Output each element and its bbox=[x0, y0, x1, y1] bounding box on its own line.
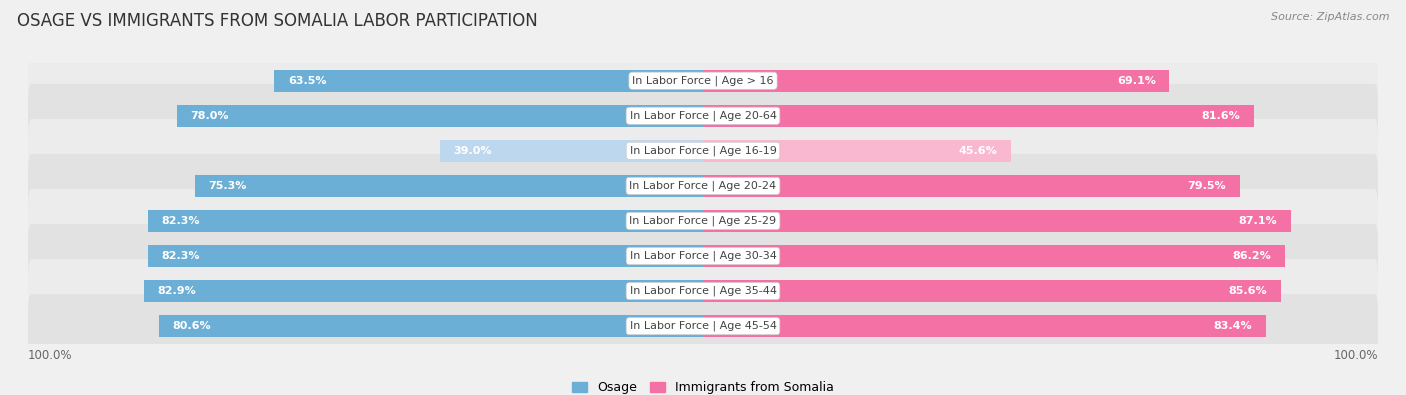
Text: In Labor Force | Age > 16: In Labor Force | Age > 16 bbox=[633, 75, 773, 86]
Bar bbox=[703, 210, 1291, 232]
Text: 45.6%: 45.6% bbox=[959, 146, 997, 156]
Bar bbox=[148, 210, 703, 232]
Bar bbox=[159, 315, 703, 337]
FancyBboxPatch shape bbox=[28, 259, 1378, 323]
Bar bbox=[195, 175, 703, 197]
Text: In Labor Force | Age 20-24: In Labor Force | Age 20-24 bbox=[630, 181, 776, 191]
Bar bbox=[440, 140, 703, 162]
Text: 79.5%: 79.5% bbox=[1188, 181, 1226, 191]
Text: 83.4%: 83.4% bbox=[1213, 321, 1253, 331]
Text: 100.0%: 100.0% bbox=[1333, 350, 1378, 363]
Text: 100.0%: 100.0% bbox=[28, 350, 73, 363]
Bar bbox=[148, 245, 703, 267]
Bar bbox=[143, 280, 703, 302]
FancyBboxPatch shape bbox=[28, 224, 1378, 288]
Bar bbox=[703, 140, 1011, 162]
Text: 39.0%: 39.0% bbox=[453, 146, 492, 156]
Bar bbox=[703, 70, 1170, 92]
FancyBboxPatch shape bbox=[28, 49, 1378, 113]
Text: In Labor Force | Age 25-29: In Labor Force | Age 25-29 bbox=[630, 216, 776, 226]
Bar bbox=[703, 105, 1254, 127]
Text: 85.6%: 85.6% bbox=[1229, 286, 1267, 296]
Text: 87.1%: 87.1% bbox=[1239, 216, 1277, 226]
Bar bbox=[703, 175, 1240, 197]
Bar bbox=[177, 105, 703, 127]
Text: In Labor Force | Age 35-44: In Labor Force | Age 35-44 bbox=[630, 286, 776, 296]
Text: In Labor Force | Age 45-54: In Labor Force | Age 45-54 bbox=[630, 321, 776, 331]
Text: 82.3%: 82.3% bbox=[162, 251, 200, 261]
Text: In Labor Force | Age 30-34: In Labor Force | Age 30-34 bbox=[630, 251, 776, 261]
FancyBboxPatch shape bbox=[28, 154, 1378, 218]
FancyBboxPatch shape bbox=[28, 294, 1378, 358]
Bar bbox=[703, 315, 1265, 337]
Text: In Labor Force | Age 20-64: In Labor Force | Age 20-64 bbox=[630, 111, 776, 121]
Text: 82.9%: 82.9% bbox=[157, 286, 195, 296]
Text: Source: ZipAtlas.com: Source: ZipAtlas.com bbox=[1271, 12, 1389, 22]
Text: 63.5%: 63.5% bbox=[288, 76, 326, 86]
Text: 80.6%: 80.6% bbox=[173, 321, 211, 331]
Text: 82.3%: 82.3% bbox=[162, 216, 200, 226]
Text: 69.1%: 69.1% bbox=[1116, 76, 1156, 86]
Bar bbox=[703, 280, 1281, 302]
Bar bbox=[274, 70, 703, 92]
Text: In Labor Force | Age 16-19: In Labor Force | Age 16-19 bbox=[630, 146, 776, 156]
Text: OSAGE VS IMMIGRANTS FROM SOMALIA LABOR PARTICIPATION: OSAGE VS IMMIGRANTS FROM SOMALIA LABOR P… bbox=[17, 12, 537, 30]
Text: 81.6%: 81.6% bbox=[1202, 111, 1240, 121]
Text: 78.0%: 78.0% bbox=[190, 111, 229, 121]
Text: 75.3%: 75.3% bbox=[208, 181, 246, 191]
FancyBboxPatch shape bbox=[28, 84, 1378, 148]
Legend: Osage, Immigrants from Somalia: Osage, Immigrants from Somalia bbox=[568, 376, 838, 395]
FancyBboxPatch shape bbox=[28, 189, 1378, 253]
Bar bbox=[703, 245, 1285, 267]
Text: 86.2%: 86.2% bbox=[1233, 251, 1271, 261]
FancyBboxPatch shape bbox=[28, 119, 1378, 183]
